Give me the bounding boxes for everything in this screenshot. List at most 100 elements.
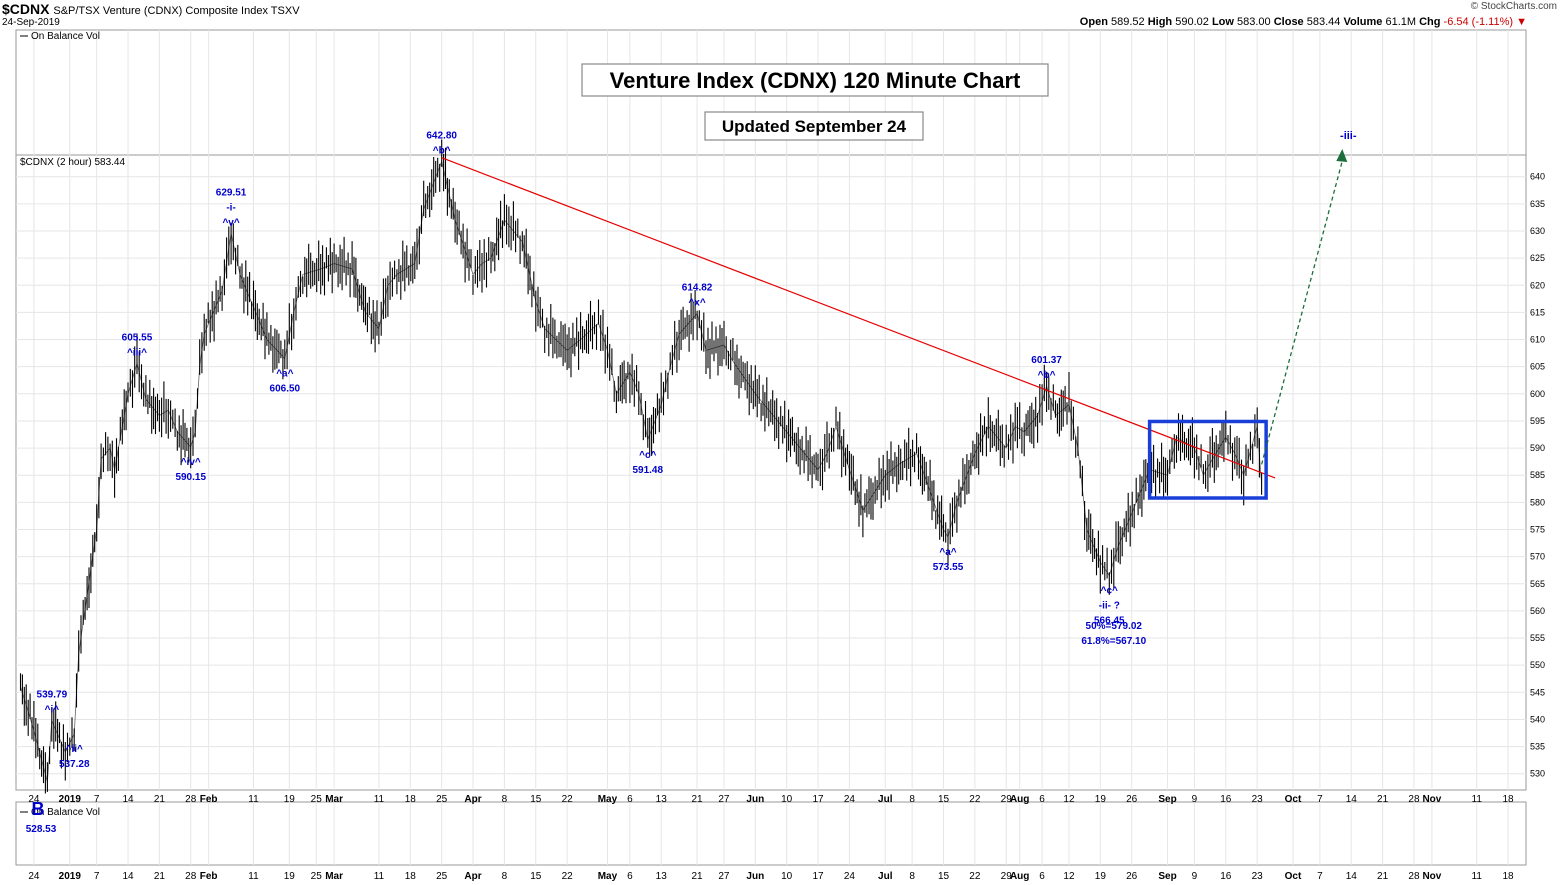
chg-down-icon: ▼ bbox=[1516, 16, 1527, 28]
wave-label: 591.48 bbox=[632, 465, 663, 476]
x-tick-label: 19 bbox=[1095, 871, 1107, 882]
wave-label: 573.55 bbox=[933, 562, 964, 573]
y-tick-label: 620 bbox=[1530, 280, 1545, 290]
high-value: 590.02 bbox=[1175, 16, 1209, 28]
x-tick-label: May bbox=[598, 794, 618, 805]
chart-date: 24-Sep-2019 bbox=[2, 17, 60, 28]
x-tick-label: 9 bbox=[1192, 794, 1198, 805]
x-tick-label: 21 bbox=[1377, 794, 1389, 805]
x-tick-label: 21 bbox=[692, 871, 704, 882]
x-tick-label: 11 bbox=[374, 871, 385, 882]
wave-label: ^c^ bbox=[1101, 586, 1118, 597]
x-tick-label: 6 bbox=[627, 794, 633, 805]
x-tick-label: 14 bbox=[1346, 871, 1358, 882]
x-tick-label: 21 bbox=[154, 871, 166, 882]
x-tick-label: Aug bbox=[1010, 794, 1029, 805]
credit: © StockCharts.com bbox=[1470, 1, 1557, 12]
x-tick-label: 13 bbox=[656, 794, 668, 805]
x-tick-label: 19 bbox=[284, 871, 296, 882]
x-tick-label: 22 bbox=[969, 794, 981, 805]
x-tick-label: 15 bbox=[530, 794, 542, 805]
x-tick-label: 17 bbox=[812, 871, 824, 882]
x-tick-label: Feb bbox=[200, 871, 218, 882]
x-tick-label: 18 bbox=[1503, 794, 1515, 805]
wave-label: ^ii^ bbox=[66, 744, 83, 755]
x-tick-label: Apr bbox=[464, 794, 481, 805]
x-tick-label: 8 bbox=[502, 871, 508, 882]
x-tick-label: 28 bbox=[1408, 871, 1420, 882]
x-tick-label: 27 bbox=[718, 794, 730, 805]
wave-label: 590.15 bbox=[175, 472, 206, 483]
symbol-name: S&P/TSX Venture (CDNX) Composite Index T… bbox=[53, 5, 300, 17]
x-tick-label: 25 bbox=[311, 871, 323, 882]
x-tick-label: Jun bbox=[746, 794, 764, 805]
x-tick-label: 29 bbox=[1001, 794, 1013, 805]
y-tick-label: 615 bbox=[1530, 307, 1545, 317]
x-tick-label: 14 bbox=[122, 871, 134, 882]
x-tick-label: 18 bbox=[405, 794, 417, 805]
x-tick-label: 19 bbox=[1095, 794, 1107, 805]
x-tick-label: 22 bbox=[562, 794, 574, 805]
wave-label: 566.45 bbox=[1094, 616, 1125, 627]
y-tick-label: 575 bbox=[1530, 524, 1545, 534]
x-tick-label: Nov bbox=[1422, 794, 1441, 805]
x-tick-label: 7 bbox=[1317, 871, 1323, 882]
x-tick-label: 21 bbox=[154, 794, 166, 805]
y-tick-label: 585 bbox=[1530, 470, 1545, 480]
x-tick-label: 11 bbox=[374, 794, 385, 805]
wave-label: -i- bbox=[226, 203, 235, 214]
y-tick-label: 550 bbox=[1530, 660, 1545, 670]
x-tick-label: Mar bbox=[325, 871, 343, 882]
x-tick-label: 19 bbox=[284, 794, 296, 805]
wave-label: 606.50 bbox=[270, 384, 301, 395]
x-tick-label: Jul bbox=[878, 871, 893, 882]
x-tick-label: 16 bbox=[1220, 794, 1232, 805]
obv-bottom-panel bbox=[15, 801, 1527, 866]
x-tick-label: 15 bbox=[938, 871, 950, 882]
projection-arrowhead bbox=[1336, 149, 1348, 162]
x-tick-label: 6 bbox=[1039, 794, 1045, 805]
x-tick-label: 11 bbox=[248, 794, 259, 805]
x-tick-label: 25 bbox=[436, 871, 448, 882]
x-tick-label: 24 bbox=[844, 871, 856, 882]
x-tick-label: 10 bbox=[781, 871, 793, 882]
wave-label: 614.82 bbox=[682, 282, 713, 293]
wave-label: ^x^ bbox=[688, 297, 705, 308]
price-series-label: $CDNX (2 hour) 583.44 bbox=[20, 157, 125, 168]
y-tick-label: 570 bbox=[1530, 552, 1545, 562]
x-tick-label: Oct bbox=[1285, 794, 1302, 805]
wave-label: 601.37 bbox=[1031, 355, 1062, 366]
x-tick-label: 29 bbox=[1001, 871, 1013, 882]
x-tick-label: 6 bbox=[1039, 871, 1045, 882]
wave-label: ^iv^ bbox=[181, 457, 201, 468]
x-tick-label: Sep bbox=[1158, 871, 1176, 882]
low-marker-label: B bbox=[32, 799, 45, 819]
x-tick-label: 25 bbox=[436, 794, 448, 805]
x-tick-label: 2019 bbox=[59, 794, 82, 805]
y-tick-label: 565 bbox=[1530, 579, 1545, 589]
x-tick-label: 8 bbox=[909, 871, 915, 882]
y-tick-label: 535 bbox=[1530, 742, 1545, 752]
x-tick-label: May bbox=[598, 871, 618, 882]
high-label: High bbox=[1147, 16, 1173, 28]
x-tick-label: 24 bbox=[28, 794, 40, 805]
consolidation-box bbox=[1147, 419, 1268, 500]
wave-label: 61.8%=567.10 bbox=[1081, 636, 1146, 647]
x-tick-label: 11 bbox=[1472, 794, 1483, 805]
x-tick-label: 26 bbox=[1126, 794, 1138, 805]
ohlc-readout: Open 589.52 High 590.02 Low 583.00 Close… bbox=[1080, 16, 1527, 28]
y-tick-label: 530 bbox=[1530, 769, 1545, 779]
x-tick-label: 9 bbox=[1192, 871, 1198, 882]
chart-subtitle: Updated September 24 bbox=[722, 117, 907, 136]
wave-label: 50%=579.02 bbox=[1086, 621, 1143, 632]
x-tick-label: 15 bbox=[938, 794, 950, 805]
x-tick-label: 16 bbox=[1220, 871, 1232, 882]
legend-bottom: On Balance Vol bbox=[31, 807, 100, 818]
x-tick-label: 8 bbox=[502, 794, 508, 805]
x-tick-label: Sep bbox=[1158, 794, 1176, 805]
low-label: Low bbox=[1211, 16, 1234, 28]
title-box bbox=[581, 63, 1049, 97]
x-tick-label: 12 bbox=[1063, 871, 1075, 882]
x-tick-label: 28 bbox=[1408, 794, 1420, 805]
